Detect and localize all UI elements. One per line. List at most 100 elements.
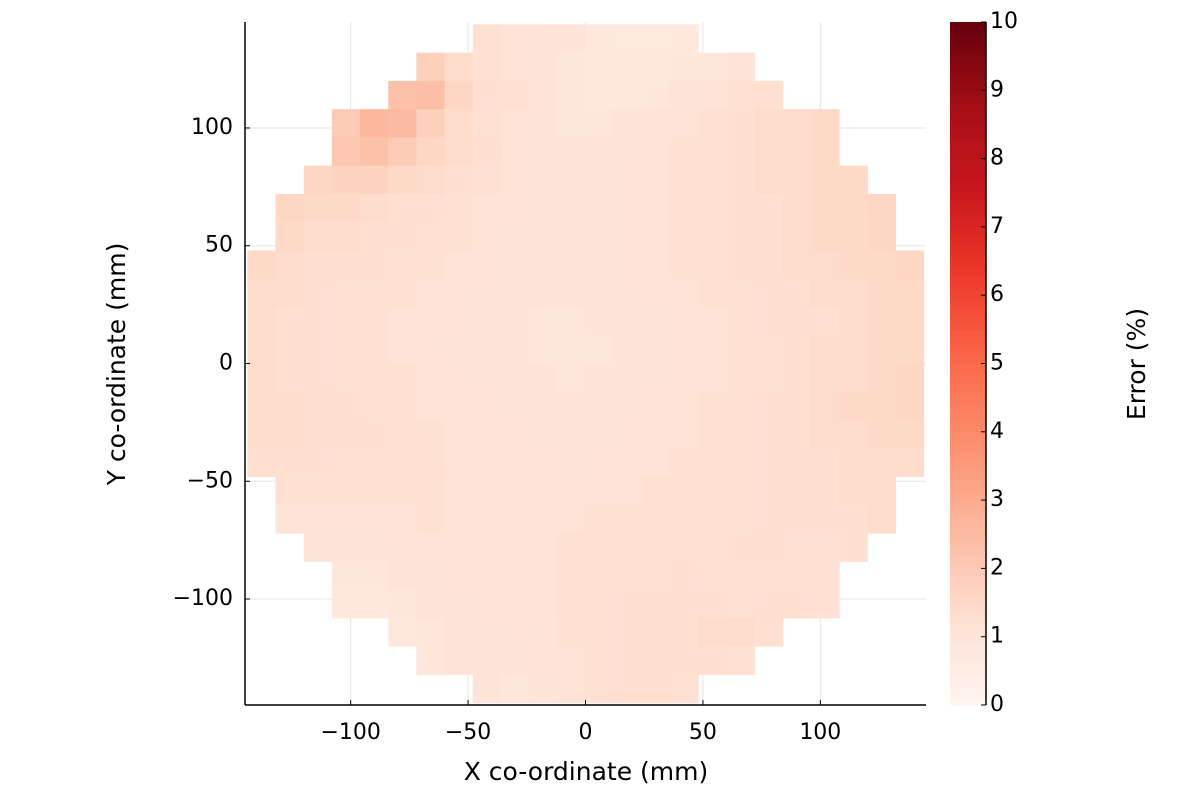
colorbar-segment	[950, 349, 986, 358]
colorbar-segment	[950, 35, 986, 43]
colorbar-segment	[950, 397, 986, 405]
heatmap-cell	[444, 533, 474, 562]
heatmap-cell	[247, 420, 277, 449]
heatmap-cell	[500, 193, 530, 223]
heatmap-cell	[331, 137, 361, 167]
colorbar-segment	[950, 575, 986, 583]
heatmap-cell	[275, 306, 305, 336]
heatmap-cell	[472, 109, 502, 138]
heatmap-cell	[303, 420, 333, 449]
heatmap-cell	[670, 80, 699, 110]
colorbar-segment	[950, 124, 986, 132]
heatmap-cell	[641, 646, 671, 675]
heatmap-cell	[557, 674, 586, 704]
heatmap-cell	[641, 476, 671, 506]
heatmap-cell	[670, 674, 699, 704]
heatmap-cell	[698, 109, 727, 138]
heatmap-cell	[500, 533, 530, 562]
colorbar-tick-label: 6	[990, 282, 1004, 307]
heatmap-cell	[839, 193, 868, 223]
heatmap-cell	[641, 250, 671, 280]
heatmap-cell	[726, 420, 756, 449]
heatmap-cell	[416, 589, 446, 619]
heatmap-cell	[670, 335, 699, 364]
heatmap-cell	[388, 193, 417, 223]
heatmap-cell	[303, 533, 333, 562]
heatmap-cell	[360, 504, 389, 534]
colorbar-segment	[950, 650, 986, 658]
colorbar-segment	[950, 377, 986, 385]
heatmap-cell	[839, 391, 868, 421]
heatmap-cell	[670, 589, 699, 619]
heatmap-cell	[698, 52, 727, 82]
colorbar-segment	[950, 76, 986, 84]
heatmap-cell	[613, 617, 643, 647]
colorbar-segment	[950, 698, 986, 706]
heatmap-cell	[529, 222, 558, 251]
heatmap-cell	[529, 391, 558, 421]
heatmap-cell	[670, 363, 699, 393]
heatmap-cell	[613, 363, 643, 393]
colorbar-segment	[950, 110, 986, 119]
heatmap-cell	[670, 165, 699, 195]
heatmap-cell	[388, 363, 417, 393]
heatmap-cell	[247, 278, 277, 308]
colorbar-segment	[950, 103, 986, 112]
colorbar-segment	[950, 370, 986, 378]
heatmap-cell	[416, 391, 446, 421]
heatmap-cell	[331, 561, 361, 591]
heatmap-cell	[670, 617, 699, 647]
heatmap-cell	[641, 165, 671, 195]
heatmap-cell	[839, 278, 868, 308]
colorbar-segment	[950, 28, 986, 37]
y-tick-label: 100	[191, 115, 233, 140]
heatmap-cell	[444, 391, 474, 421]
heatmap-cell	[331, 363, 361, 393]
heatmap-cell	[303, 391, 333, 421]
heatmap-cell	[529, 80, 558, 110]
heatmap-cell	[867, 504, 896, 534]
heatmap-cell	[472, 335, 502, 364]
heatmap-cell	[472, 617, 502, 647]
heatmap-cell	[810, 193, 840, 223]
x-tick-label: −100	[320, 720, 380, 745]
heatmap-cell	[360, 363, 389, 393]
heatmap-cell	[557, 561, 586, 591]
heatmap-cell	[698, 306, 727, 336]
heatmap-cell	[557, 391, 586, 421]
heatmap-cell	[331, 278, 361, 308]
heatmap-cell	[698, 646, 727, 675]
heatmap-cell	[810, 391, 840, 421]
heatmap-cell	[472, 589, 502, 619]
heatmap-cell	[388, 561, 417, 591]
heatmap-cell	[416, 250, 446, 280]
colorbar-segment	[950, 295, 986, 303]
heatmap-cell	[247, 391, 277, 421]
heatmap-cell	[726, 335, 756, 364]
heatmap-cell	[670, 278, 699, 308]
heatmap-cell	[275, 278, 305, 308]
colorbar-segment	[950, 609, 986, 617]
colorbar-segment	[950, 452, 986, 460]
heatmap-cell	[726, 278, 756, 308]
heatmap-cell	[726, 646, 756, 675]
heatmap-cell	[810, 448, 840, 478]
heatmap-cell	[641, 589, 671, 619]
colorbar-tick-label: 9	[990, 77, 1004, 102]
heatmap-cell	[867, 448, 896, 478]
colorbar-segment	[950, 411, 986, 419]
heatmap-cell	[839, 363, 868, 393]
heatmap-cell	[670, 306, 699, 336]
colorbar-tick-label: 8	[990, 146, 1004, 171]
axes: −100 −50 0 50 100 −100 −50 0 50 100 0 1 2 3 4 5 6 7 8 9 10	[173, 9, 1018, 745]
heatmap-cell	[782, 278, 812, 308]
heatmap-cell	[726, 363, 756, 393]
y-tick-label: −50	[187, 468, 233, 493]
heatmap-cell	[529, 137, 558, 167]
heatmap-cell	[444, 278, 474, 308]
heatmap-cell	[641, 617, 671, 647]
colorbar-segment	[950, 602, 986, 610]
heatmap-cell	[613, 504, 643, 534]
colorbar-segment	[950, 418, 986, 426]
heatmap-cell	[557, 363, 586, 393]
